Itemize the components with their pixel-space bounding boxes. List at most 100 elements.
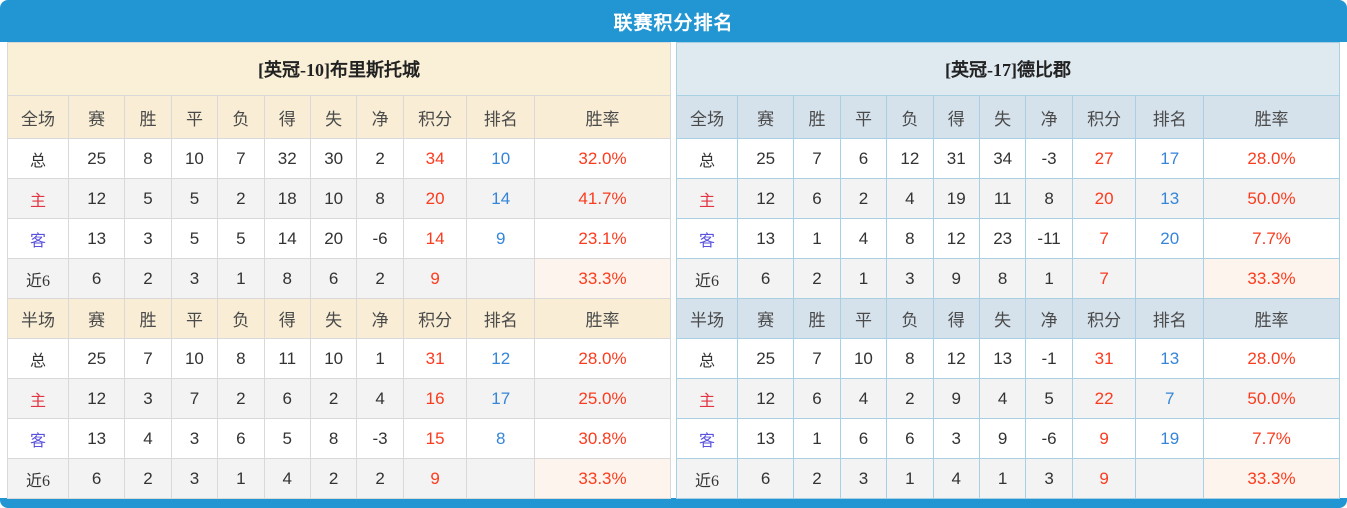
stat-cell: 7: [124, 338, 172, 379]
stat-cell: 3: [886, 258, 934, 299]
points-cell: 20: [402, 178, 468, 219]
stat-cell: 6: [217, 418, 265, 459]
win-rate-cell: 50.0%: [1203, 178, 1340, 219]
stat-cell: 3: [170, 258, 219, 299]
table-row: 主 12 6 4 2 9 4 5 22 7 50.0%: [676, 378, 1340, 419]
stat-cell: 12: [67, 378, 126, 419]
stat-cell: -6: [1025, 418, 1073, 459]
stat-cell: 2: [356, 258, 404, 299]
stat-cell: 18: [263, 178, 311, 219]
stat-cell: 5: [170, 178, 219, 219]
win-rate-cell: 28.0%: [534, 338, 671, 379]
win-rate-cell: 50.0%: [1203, 378, 1340, 419]
stat-cell: 7: [793, 338, 841, 379]
stat-cell: 12: [67, 178, 126, 219]
points-cell: 27: [1071, 138, 1137, 179]
stat-cell: 6: [736, 258, 795, 299]
column-header-cell: 积分: [1071, 95, 1137, 139]
column-header-cell: 排名: [466, 95, 536, 139]
win-rate-cell: 33.3%: [1203, 258, 1340, 299]
row-label-cell: 客: [7, 418, 69, 459]
column-header-cell: 胜: [793, 298, 841, 339]
column-header-cell: 排名: [1135, 298, 1205, 339]
stat-cell: 6: [793, 178, 841, 219]
row-label-cell: 主: [676, 178, 738, 219]
rank-cell: 7: [1135, 378, 1205, 419]
rank-cell: 8: [466, 418, 536, 459]
table-row: 近6 6 2 1 3 9 8 1 7 33.3%: [676, 258, 1340, 299]
column-header-cell: 胜率: [534, 95, 671, 139]
win-rate-cell: 33.3%: [1203, 458, 1340, 499]
win-rate-cell: 25.0%: [534, 378, 671, 419]
row-label-cell: 总: [7, 138, 69, 179]
stat-cell: 11: [978, 178, 1027, 219]
stat-cell: 3: [124, 378, 172, 419]
stat-cell: 5: [217, 218, 265, 259]
win-rate-cell: 28.0%: [1203, 338, 1340, 379]
stat-cell: 8: [886, 218, 934, 259]
table-row: 总 25 7 10 8 11 10 1 31 12 28.0%: [7, 338, 671, 379]
table-row: 总 25 7 6 12 31 34 -3 27 17 28.0%: [676, 138, 1340, 179]
stat-cell: 6: [309, 258, 358, 299]
stat-cell: 3: [124, 218, 172, 259]
stat-cell: 2: [309, 378, 358, 419]
rank-cell: [466, 458, 536, 499]
stat-cell: 6: [793, 378, 841, 419]
stat-cell: 3: [839, 458, 888, 499]
points-cell: 31: [402, 338, 468, 379]
stat-cell: 5: [170, 218, 219, 259]
stats-table: 全场赛胜平负得失净积分 排名 胜率总 25 7 6 12 31 34 -3 27 17 28.0% 主 12…: [676, 95, 1340, 499]
stat-cell: 5: [263, 418, 311, 459]
win-rate-cell: 7.7%: [1203, 418, 1340, 459]
points-cell: 16: [402, 378, 468, 419]
column-header-cell: 平: [170, 95, 219, 139]
stats-table: 全场赛胜平负得失净积分 排名 胜率总 25 8 10 7 32 30 2 34 10 32.0% 主 12 5…: [7, 95, 671, 499]
column-header-cell: 平: [170, 298, 219, 339]
stat-cell: 10: [170, 138, 219, 179]
rank-cell: 9: [466, 218, 536, 259]
table-row: 客 13 1 4 8 12 23 -11 7 20 7.7%: [676, 218, 1340, 259]
row-label-cell: 主: [676, 378, 738, 419]
points-cell: 20: [1071, 178, 1137, 219]
stat-cell: 1: [793, 218, 841, 259]
row-label-cell: 主: [7, 378, 69, 419]
stat-cell: 2: [124, 458, 172, 499]
stat-cell: 4: [978, 378, 1027, 419]
stat-cell: 8: [217, 338, 265, 379]
rank-cell: 20: [1135, 218, 1205, 259]
points-cell: 7: [1071, 218, 1137, 259]
section-label-cell: 全场: [676, 95, 738, 139]
stat-cell: 34: [978, 138, 1027, 179]
column-header-cell: 得: [932, 95, 980, 139]
row-label-cell: 总: [7, 338, 69, 379]
stat-cell: 1: [978, 458, 1027, 499]
stat-cell: 8: [886, 338, 934, 379]
row-label-cell: 客: [676, 218, 738, 259]
table-row: 近6 6 2 3 1 4 1 3 9 33.3%: [676, 458, 1340, 499]
row-label-cell: 主: [7, 178, 69, 219]
column-header-cell: 净: [356, 95, 404, 139]
column-header-cell: 得: [932, 298, 980, 339]
rank-cell: 12: [466, 338, 536, 379]
points-cell: 31: [1071, 338, 1137, 379]
column-header-cell: 平: [839, 95, 888, 139]
stat-cell: 31: [932, 138, 980, 179]
column-header-cell: 胜: [124, 95, 172, 139]
points-cell: 15: [402, 418, 468, 459]
column-header-cell: 胜: [793, 95, 841, 139]
stat-cell: 30: [309, 138, 358, 179]
stat-cell: 6: [886, 418, 934, 459]
column-header-cell: 负: [886, 95, 934, 139]
team-name: 布里斯托城: [329, 60, 420, 80]
row-label-cell: 客: [7, 218, 69, 259]
team-panels: [英冠-10] 布里斯托城 全场赛胜平负得失净积分 排名 胜率总 25 8 10 7 32 30 2 3…: [0, 42, 1347, 499]
stat-cell: 8: [124, 138, 172, 179]
table-row: 主 12 3 7 2 6 2 4 16 17 25.0%: [7, 378, 671, 419]
points-cell: 34: [402, 138, 468, 179]
column-header-cell: 负: [217, 95, 265, 139]
stat-cell: 4: [839, 378, 888, 419]
stat-cell: 6: [736, 458, 795, 499]
points-cell: 9: [1071, 418, 1137, 459]
stat-cell: 2: [793, 258, 841, 299]
team-panel-home: [英冠-10] 布里斯托城 全场赛胜平负得失净积分 排名 胜率总 25 8 10 7 32 30 2 3…: [7, 42, 671, 499]
